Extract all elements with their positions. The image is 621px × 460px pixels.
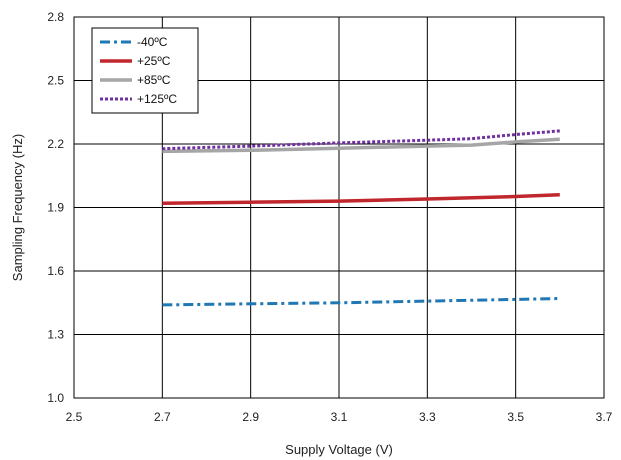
x-axis-title: Supply Voltage (V) (285, 442, 393, 457)
y-axis-title: Sampling Frequency (Hz) (10, 134, 25, 281)
legend: -40ºC +25ºC +85ºC +125ºC (91, 27, 199, 114)
series-lines (162, 129, 560, 307)
series-line-1 (162, 297, 560, 307)
x-tick-label: 3.1 (331, 410, 348, 424)
legend-label: +25ºC (137, 54, 171, 68)
x-tick-label: 2.5 (66, 410, 83, 424)
series-line-3 (162, 137, 560, 154)
y-tick-label: 1.0 (47, 391, 64, 405)
y-tick-label: 1.9 (47, 201, 64, 215)
legend-label: -40ºC (137, 35, 168, 49)
y-tick-label: 1.6 (47, 264, 64, 278)
series-line-4 (162, 129, 560, 151)
plot-area-frame (73, 16, 605, 399)
y-tick-label: 2.2 (47, 137, 64, 151)
y-axis-ticks: 1.0 1.3 1.6 1.9 2.2 2.5 2.8 (47, 10, 64, 405)
series-line-2 (162, 193, 560, 206)
x-tick-label: 3.3 (419, 410, 436, 424)
y-tick-label: 1.3 (47, 328, 64, 342)
y-tick-label: 2.5 (47, 74, 64, 88)
x-tick-label: 3.7 (596, 410, 613, 424)
x-tick-label: 2.9 (242, 410, 259, 424)
legend-label: +85ºC (137, 73, 171, 87)
x-tick-label: 3.5 (507, 410, 524, 424)
legend-label: +125ºC (137, 92, 177, 106)
x-tick-label: 2.7 (154, 410, 171, 424)
y-tick-label: 2.8 (47, 10, 64, 24)
x-axis-ticks: 2.5 2.7 2.9 3.1 3.3 3.5 3.7 (66, 410, 613, 424)
